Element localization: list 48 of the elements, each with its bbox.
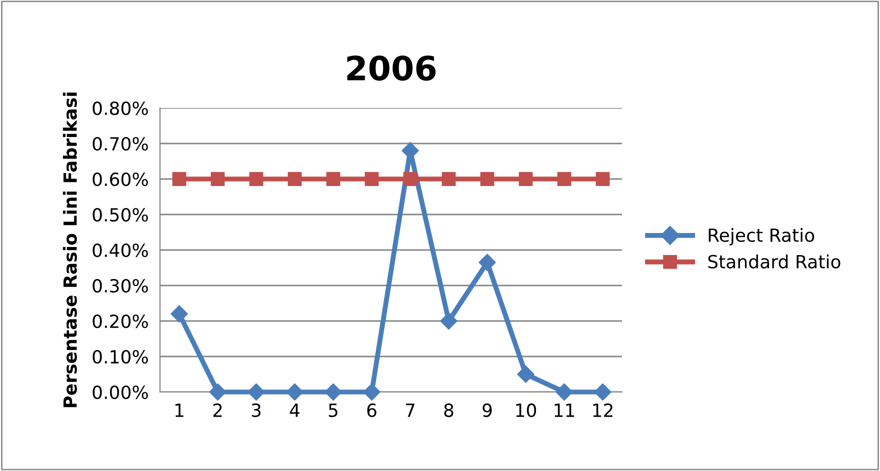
- point: [478, 254, 496, 271]
- point: [209, 383, 226, 401]
- point: [556, 383, 573, 401]
- y-tick-label: 0.00%: [92, 385, 148, 400]
- y-tick-label: 0.70%: [92, 136, 148, 151]
- point: [596, 172, 610, 186]
- point: [518, 172, 533, 186]
- point: [249, 172, 264, 186]
- point: [480, 172, 494, 186]
- point: [326, 172, 340, 186]
- x-tick-label: 2: [213, 403, 222, 417]
- point: [288, 172, 302, 186]
- point: [557, 172, 572, 186]
- chart-title: 2006: [347, 55, 436, 81]
- y-tick-label: 0.50%: [92, 208, 148, 222]
- x-tick-label: 1: [175, 404, 184, 417]
- point: [286, 383, 304, 401]
- x-tick-label: 4: [290, 404, 300, 417]
- x-tick-label: 10: [516, 403, 536, 418]
- x-tick-label: 11: [554, 404, 574, 417]
- y-tick-label: 0.40%: [92, 243, 148, 258]
- point: [172, 172, 186, 186]
- point: [594, 383, 612, 401]
- point: [403, 172, 418, 186]
- point: [210, 172, 225, 186]
- x-tick-label: 5: [328, 404, 338, 418]
- point: [364, 172, 379, 186]
- y-tick-label: 0.30%: [92, 278, 148, 293]
- point: [440, 312, 458, 330]
- y-tick-label: 0.60%: [92, 172, 148, 186]
- point: [442, 172, 456, 186]
- legend-label: Reject Ratio: [708, 228, 814, 246]
- y-tick-label: 0.80%: [92, 101, 148, 116]
- y-tick-label: 0.20%: [92, 314, 148, 328]
- x-tick-label: 3: [252, 403, 261, 418]
- legend-label: Standard Ratio: [708, 254, 840, 268]
- point: [517, 366, 534, 383]
- point: [324, 383, 342, 401]
- x-tick-label: 8: [444, 403, 454, 418]
- y-axis-title: Persentase Rasio Lini Fabrikasi: [62, 92, 77, 408]
- y-tick-label: 0.10%: [92, 350, 148, 364]
- x-tick-label: 12: [593, 403, 612, 417]
- point: [170, 305, 188, 322]
- x-tick-label: 7: [406, 404, 414, 417]
- point: [363, 383, 380, 401]
- x-tick-label: 6: [367, 403, 376, 418]
- point: [248, 383, 265, 401]
- x-tick-label: 9: [482, 403, 492, 418]
